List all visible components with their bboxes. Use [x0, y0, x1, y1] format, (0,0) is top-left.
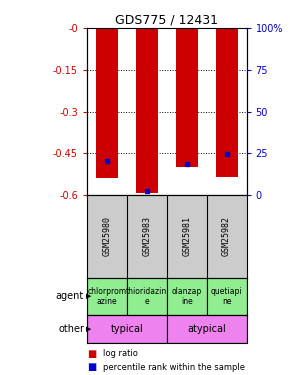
Bar: [206, 278, 246, 315]
Title: GDS775 / 12431: GDS775 / 12431: [115, 14, 218, 27]
Text: ■: ■: [87, 349, 96, 358]
Bar: [215, 28, 238, 177]
Text: typical: typical: [110, 324, 143, 334]
Text: thioridazin
e: thioridazin e: [126, 286, 167, 306]
Text: chlorprom
azine: chlorprom azine: [87, 286, 126, 306]
Bar: [176, 28, 198, 167]
Text: ■: ■: [87, 362, 96, 372]
Bar: [87, 278, 127, 315]
Text: ▶: ▶: [86, 293, 91, 299]
Text: other: other: [58, 324, 84, 334]
Bar: [87, 315, 167, 343]
Text: percentile rank within the sample: percentile rank within the sample: [103, 363, 245, 372]
Bar: [167, 315, 246, 343]
Text: GSM25982: GSM25982: [222, 216, 231, 256]
Bar: [167, 278, 206, 315]
Text: GSM25980: GSM25980: [102, 216, 111, 256]
Text: GSM25983: GSM25983: [142, 216, 151, 256]
Text: atypical: atypical: [187, 324, 226, 334]
Text: GSM25981: GSM25981: [182, 216, 191, 256]
Text: ▶: ▶: [86, 326, 91, 332]
Text: agent: agent: [56, 291, 84, 301]
Text: olanzap
ine: olanzap ine: [172, 286, 202, 306]
Bar: [96, 28, 118, 178]
Bar: [127, 278, 167, 315]
Bar: [136, 28, 158, 193]
Text: quetiapi
ne: quetiapi ne: [211, 286, 242, 306]
Text: log ratio: log ratio: [103, 349, 138, 358]
